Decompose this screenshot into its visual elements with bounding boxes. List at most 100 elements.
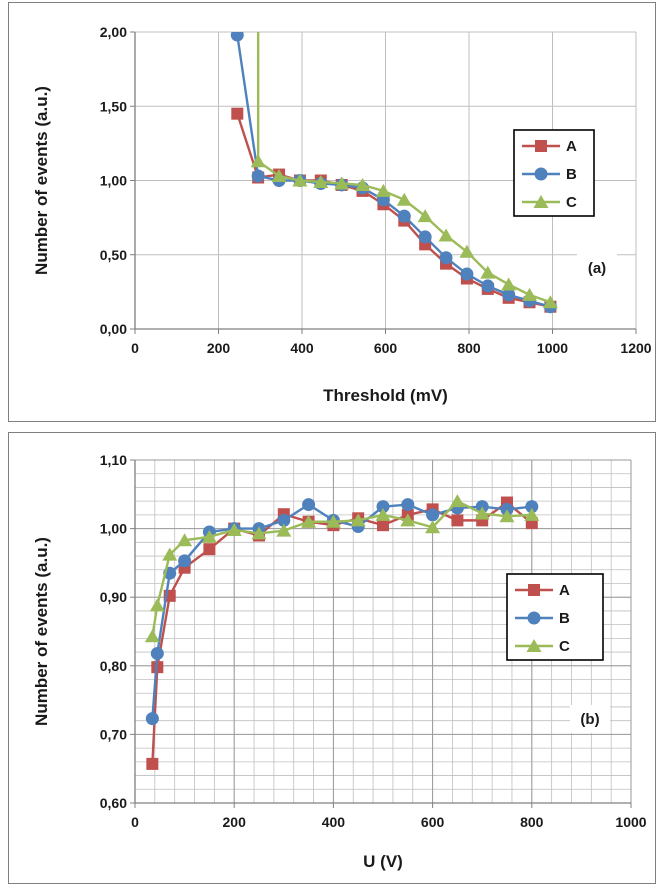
data-point-c xyxy=(313,174,329,188)
data-point-c xyxy=(276,523,292,537)
series-line-a xyxy=(236,113,551,308)
data-point-c xyxy=(251,526,267,540)
panel-tag-box xyxy=(577,254,617,282)
x-tick-label: 800 xyxy=(520,814,544,830)
data-point-c xyxy=(375,183,391,197)
data-point-c xyxy=(375,507,391,521)
data-point-a xyxy=(231,107,244,120)
y-tick-label: 2,00 xyxy=(100,24,127,40)
data-point-c xyxy=(449,494,465,508)
data-point-c xyxy=(499,509,515,523)
legend-marker-b xyxy=(534,167,548,181)
chart-panel-a: 0 200 400 600 800 1000 1200 0,00 0,50 1,00 1,50 2,0… xyxy=(8,2,656,422)
y-tick-label: 1,10 xyxy=(100,452,127,468)
data-point-c xyxy=(417,209,433,223)
y-axis-title: Number of events (a.u.) xyxy=(32,537,51,726)
data-point-a xyxy=(451,514,464,527)
data-point-b xyxy=(302,498,316,512)
x-tick-label: 1200 xyxy=(620,340,651,356)
y-tick-label: 1,00 xyxy=(100,173,127,189)
data-point-c xyxy=(334,176,350,190)
legend-marker-c xyxy=(533,195,549,208)
data-point-b xyxy=(178,554,192,568)
panel-tag: (b) xyxy=(580,711,599,728)
data-point-a xyxy=(146,757,159,770)
legend-marker-c xyxy=(526,639,542,652)
chart-a-plot: 0 200 400 600 800 1000 1200 0,00 0,50 1,00 1,50 2,0… xyxy=(32,24,652,405)
legend-label-b: B xyxy=(559,610,570,627)
data-point-b xyxy=(397,209,411,223)
data-point-a xyxy=(501,496,513,509)
data-point-b xyxy=(426,508,440,522)
x-tick-label: 400 xyxy=(290,340,314,356)
data-point-c xyxy=(355,177,371,191)
x-tick-label: 600 xyxy=(374,340,398,356)
legend-marker-b xyxy=(527,611,541,625)
data-point-c xyxy=(425,520,441,534)
x-tick-label: 0 xyxy=(131,814,139,830)
data-point-b xyxy=(230,32,244,42)
data-point-b xyxy=(439,251,453,265)
data-point-b xyxy=(251,169,265,183)
data-point-c xyxy=(301,514,317,528)
legend-marker-a xyxy=(528,584,540,596)
x-axis-title: U (V) xyxy=(363,852,403,871)
x-tick-label: 400 xyxy=(322,814,346,830)
series-line-c xyxy=(256,32,551,304)
data-point-c xyxy=(162,547,178,561)
legend: ABC xyxy=(506,573,604,661)
data-point-b xyxy=(277,513,291,527)
data-point-c xyxy=(271,169,287,183)
legend-label-c: C xyxy=(566,194,577,211)
y-tick-label: 0,70 xyxy=(100,726,127,742)
legend-marker-a xyxy=(535,140,547,152)
data-point-b xyxy=(460,267,474,281)
legend-label-a: A xyxy=(559,582,570,599)
data-point-b xyxy=(481,279,495,293)
y-tick-label: 0,00 xyxy=(100,321,127,337)
y-tick-label: 1,00 xyxy=(100,521,127,537)
data-point-c xyxy=(325,514,341,528)
x-tick-label: 1000 xyxy=(537,340,568,356)
series-c xyxy=(250,32,558,309)
data-point-c xyxy=(474,506,490,520)
data-point-c xyxy=(226,522,242,536)
data-point-c xyxy=(501,277,517,291)
y-tick-label: 0,80 xyxy=(100,658,127,674)
data-point-c xyxy=(480,265,496,279)
data-point-c xyxy=(350,513,366,527)
data-point-c xyxy=(524,507,540,521)
chart-panel-b: 0 200 400 600 800 1000 0,60 0,70 0,80 0,90 1,00 1,1… xyxy=(8,432,656,884)
x-tick-label: 0 xyxy=(131,340,139,356)
data-point-b xyxy=(376,500,390,514)
y-tick-label: 0,90 xyxy=(100,589,127,605)
panel-tag: (a) xyxy=(588,260,606,277)
series-b xyxy=(145,498,539,726)
data-point-c xyxy=(250,154,266,168)
legend-label-c: C xyxy=(559,638,570,655)
x-tick-label: 800 xyxy=(457,340,481,356)
panel-tag-box xyxy=(570,705,610,733)
data-point-c xyxy=(144,629,160,643)
y-axis-title: Number of events (a.u.) xyxy=(32,86,51,275)
data-point-c xyxy=(459,244,475,258)
data-point-b xyxy=(525,500,539,514)
data-point-b xyxy=(401,498,415,512)
data-point-a xyxy=(203,543,216,556)
data-point-b xyxy=(145,712,159,726)
legend-label-a: A xyxy=(566,138,577,155)
data-point-c xyxy=(542,295,558,309)
data-point-c xyxy=(400,513,416,527)
y-tick-label: 1,50 xyxy=(100,98,127,114)
data-point-c xyxy=(292,173,308,187)
data-point-b xyxy=(502,288,516,302)
legend: ABC xyxy=(513,129,595,217)
y-tick-label: 0,50 xyxy=(100,247,127,263)
data-point-c xyxy=(438,228,454,242)
series-c xyxy=(144,494,540,643)
data-point-b xyxy=(418,230,432,244)
data-point-c xyxy=(522,287,538,301)
data-point-b xyxy=(150,646,164,660)
chart-b-plot: 0 200 400 600 800 1000 0,60 0,70 0,80 0,90 1,00 1,1… xyxy=(32,452,647,871)
data-point-c xyxy=(149,598,165,612)
